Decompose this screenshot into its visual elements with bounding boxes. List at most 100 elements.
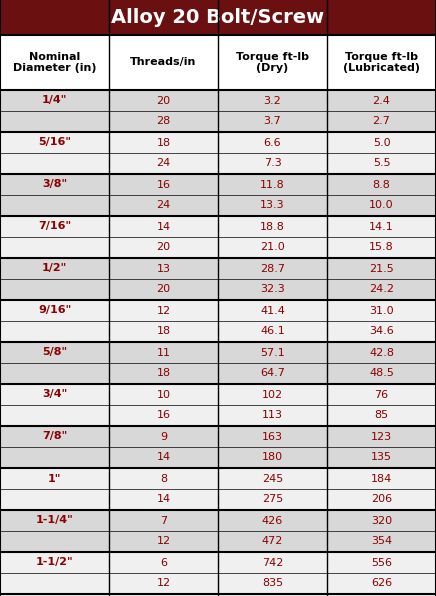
Text: 18: 18 — [157, 368, 170, 378]
Text: 11.8: 11.8 — [260, 179, 285, 190]
Text: 426: 426 — [262, 516, 283, 526]
Text: 245: 245 — [262, 473, 283, 483]
Text: 2.7: 2.7 — [373, 116, 390, 126]
Text: 1/4": 1/4" — [42, 95, 67, 105]
Text: 556: 556 — [371, 557, 392, 567]
Text: 1-1/2": 1-1/2" — [36, 557, 73, 567]
Text: 28: 28 — [157, 116, 170, 126]
Text: 24: 24 — [157, 159, 170, 169]
Text: 85: 85 — [375, 411, 388, 421]
Bar — [0, 489, 436, 510]
Text: 46.1: 46.1 — [260, 327, 285, 337]
Text: 76: 76 — [375, 390, 388, 399]
Text: 9: 9 — [160, 432, 167, 442]
Text: 8.8: 8.8 — [373, 179, 390, 190]
Text: 472: 472 — [262, 536, 283, 547]
Text: 742: 742 — [262, 557, 283, 567]
Text: 16: 16 — [157, 411, 170, 421]
Text: 24: 24 — [157, 200, 170, 210]
Text: Torque ft-lb
(Dry): Torque ft-lb (Dry) — [236, 52, 309, 73]
Bar — [0, 468, 436, 489]
Bar — [0, 405, 436, 426]
Text: 31.0: 31.0 — [369, 306, 394, 315]
Bar — [0, 258, 436, 279]
Text: 102: 102 — [262, 390, 283, 399]
Text: 7: 7 — [160, 516, 167, 526]
Bar — [0, 132, 436, 153]
Text: 20: 20 — [157, 95, 170, 105]
Text: 64.7: 64.7 — [260, 368, 285, 378]
Text: 11: 11 — [157, 347, 170, 358]
Text: 835: 835 — [262, 579, 283, 588]
Bar — [0, 321, 436, 342]
Text: 5.0: 5.0 — [373, 138, 390, 147]
Bar — [0, 216, 436, 237]
Text: 18.8: 18.8 — [260, 222, 285, 231]
Text: 16: 16 — [157, 179, 170, 190]
Text: Alloy 20 Bolt/Screw: Alloy 20 Bolt/Screw — [112, 8, 324, 27]
Bar — [0, 111, 436, 132]
Text: 2.4: 2.4 — [373, 95, 390, 105]
Text: 184: 184 — [371, 473, 392, 483]
Text: 7/16": 7/16" — [38, 222, 71, 231]
Text: 10.0: 10.0 — [369, 200, 394, 210]
Bar — [0, 174, 436, 195]
Bar — [0, 90, 436, 111]
Text: 7.3: 7.3 — [264, 159, 281, 169]
Text: 123: 123 — [371, 432, 392, 442]
Text: 354: 354 — [371, 536, 392, 547]
Text: 14.1: 14.1 — [369, 222, 394, 231]
Bar — [0, 384, 436, 405]
Text: 18: 18 — [157, 138, 170, 147]
Text: 10: 10 — [157, 390, 170, 399]
Bar — [0, 0, 436, 35]
Bar — [0, 426, 436, 447]
Text: 180: 180 — [262, 452, 283, 462]
Text: 12: 12 — [157, 579, 170, 588]
Text: 5/16": 5/16" — [38, 138, 71, 147]
Bar — [0, 573, 436, 594]
Text: 18: 18 — [157, 327, 170, 337]
Text: 275: 275 — [262, 495, 283, 504]
Text: 32.3: 32.3 — [260, 284, 285, 294]
Bar — [0, 279, 436, 300]
Text: 206: 206 — [371, 495, 392, 504]
Bar — [0, 153, 436, 174]
Text: 48.5: 48.5 — [369, 368, 394, 378]
Text: 12: 12 — [157, 536, 170, 547]
Text: Nominal
Diameter (in): Nominal Diameter (in) — [13, 52, 96, 73]
Text: 21.5: 21.5 — [369, 263, 394, 274]
Text: 14: 14 — [157, 452, 170, 462]
Text: 3/8": 3/8" — [42, 179, 67, 190]
Text: 13: 13 — [157, 263, 170, 274]
Text: 113: 113 — [262, 411, 283, 421]
Bar — [0, 531, 436, 552]
Text: 15.8: 15.8 — [369, 243, 394, 253]
Text: 8: 8 — [160, 473, 167, 483]
Bar — [0, 363, 436, 384]
Text: 20: 20 — [157, 284, 170, 294]
Text: 14: 14 — [157, 495, 170, 504]
Text: 9/16": 9/16" — [38, 306, 71, 315]
Text: 20: 20 — [157, 243, 170, 253]
Text: 42.8: 42.8 — [369, 347, 394, 358]
Text: 34.6: 34.6 — [369, 327, 394, 337]
Text: 1-1/4": 1-1/4" — [36, 516, 73, 526]
Text: 6.6: 6.6 — [264, 138, 281, 147]
Text: 5.5: 5.5 — [373, 159, 390, 169]
Text: 1": 1" — [48, 473, 61, 483]
Text: 41.4: 41.4 — [260, 306, 285, 315]
Text: 12: 12 — [157, 306, 170, 315]
Text: 21.0: 21.0 — [260, 243, 285, 253]
Text: 28.7: 28.7 — [260, 263, 285, 274]
Text: 14: 14 — [157, 222, 170, 231]
Text: 320: 320 — [371, 516, 392, 526]
Text: 135: 135 — [371, 452, 392, 462]
Bar — [0, 195, 436, 216]
Bar — [0, 237, 436, 258]
Bar — [0, 35, 436, 90]
Text: 6: 6 — [160, 557, 167, 567]
Bar — [0, 552, 436, 573]
Text: 1/2": 1/2" — [42, 263, 67, 274]
Text: 57.1: 57.1 — [260, 347, 285, 358]
